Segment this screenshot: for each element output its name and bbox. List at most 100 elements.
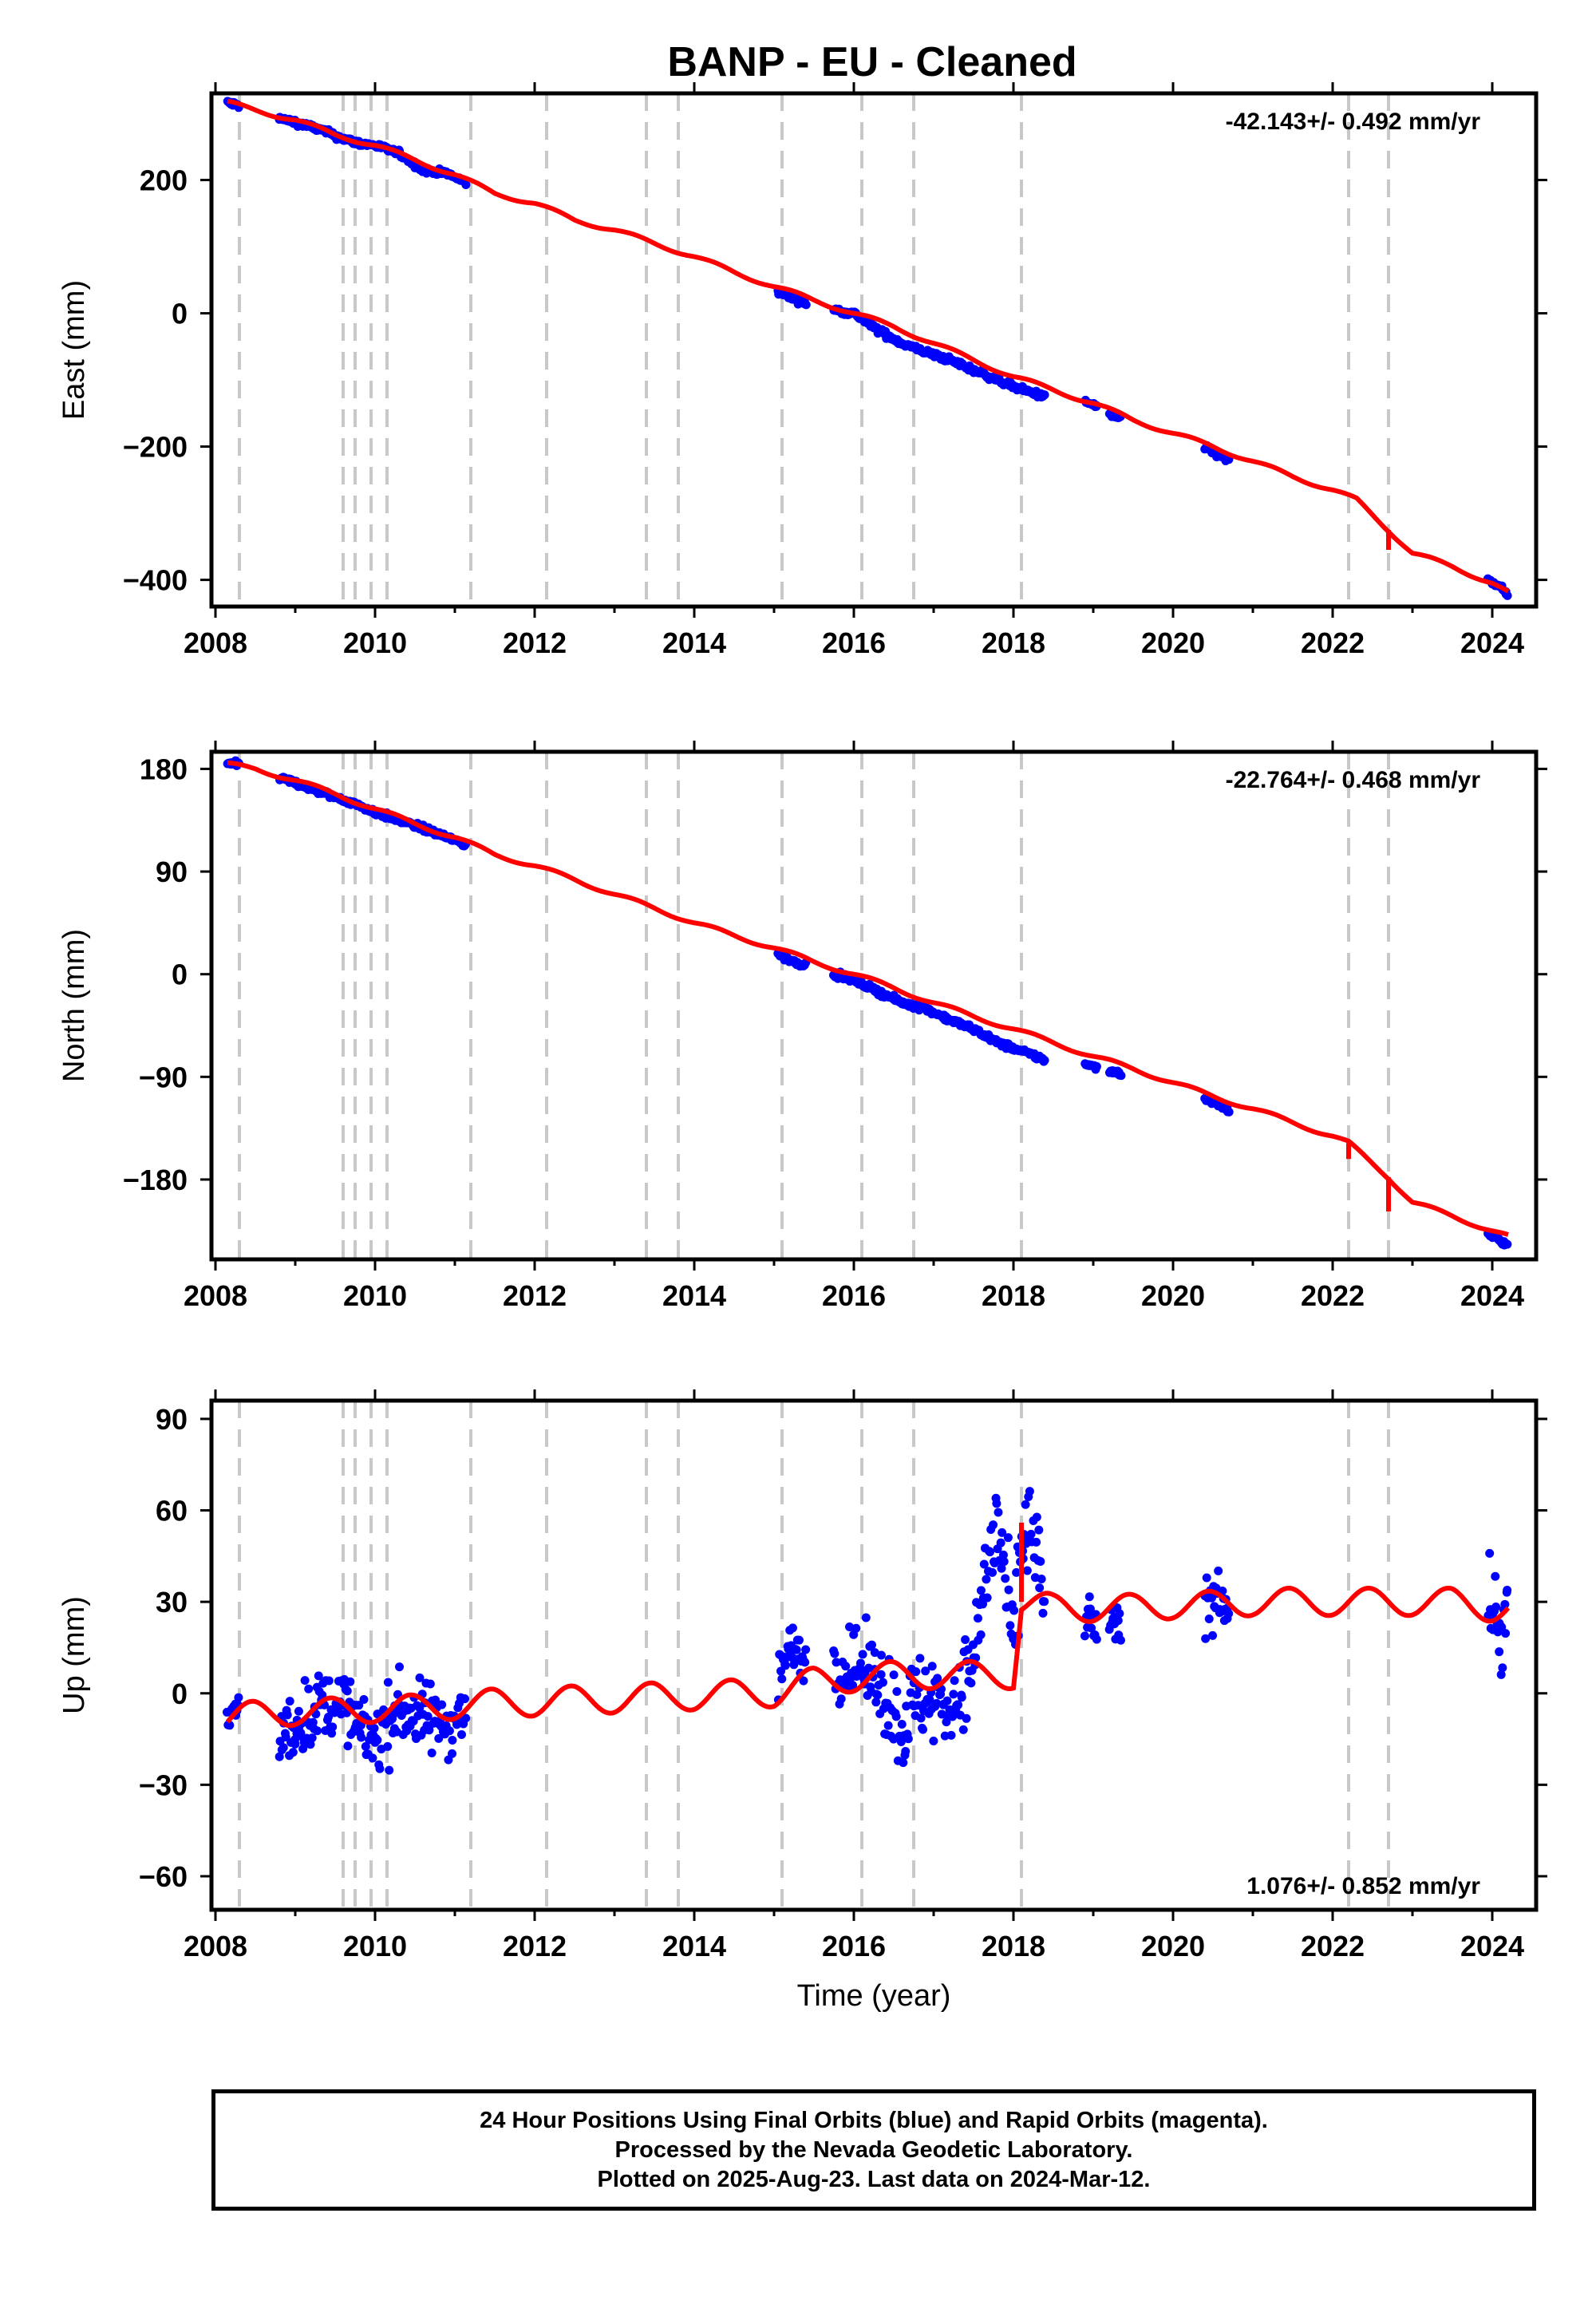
data-point — [1005, 1621, 1015, 1630]
x-tick-label: 2012 — [503, 626, 567, 659]
panel-2: 2008 2010 2012 2014 2016 2018 2020 2022 2024 −180… — [57, 741, 1547, 1312]
data-point — [830, 1649, 839, 1658]
data-point — [921, 1666, 930, 1676]
data-point — [1036, 1556, 1045, 1566]
data-point — [1485, 1548, 1495, 1558]
data-point — [383, 1741, 393, 1751]
data-point — [375, 1764, 385, 1773]
data-point — [415, 1673, 425, 1682]
data-point — [359, 1695, 369, 1705]
data-point — [342, 1686, 352, 1696]
x-tick-label: 2016 — [822, 1279, 886, 1312]
data-point — [1087, 1623, 1096, 1633]
data-point — [988, 1567, 998, 1577]
y-tick-label: −180 — [123, 1164, 188, 1196]
data-point — [801, 300, 811, 310]
data-point — [883, 1721, 893, 1730]
data-point — [876, 1670, 886, 1679]
x-axis-label: Time (year) — [797, 1979, 951, 2013]
data-point — [368, 1753, 377, 1763]
velocity-rate-label: 1.076+/- 0.852 mm/yr — [1246, 1873, 1480, 1899]
data-point — [892, 1686, 902, 1696]
data-point — [932, 1698, 942, 1708]
y-tick-label: −400 — [123, 564, 188, 597]
data-point — [313, 1726, 322, 1736]
data-point — [950, 1676, 959, 1686]
x-tick-label: 2010 — [343, 1930, 407, 1962]
y-tick-label: 200 — [140, 164, 188, 197]
data-point — [973, 1614, 982, 1623]
data-point — [901, 1746, 911, 1756]
y-tick-label: 0 — [172, 298, 188, 330]
x-tick-label: 2010 — [343, 1279, 407, 1312]
data-point — [1003, 1533, 1013, 1543]
data-point — [957, 1693, 966, 1702]
data-point — [1034, 1525, 1044, 1535]
y-tick-label: 90 — [156, 1403, 188, 1436]
data-point — [992, 1499, 1001, 1508]
data-point — [1491, 1571, 1500, 1581]
data-point — [1497, 1622, 1507, 1632]
data-point — [304, 1684, 314, 1694]
data-point — [281, 1733, 290, 1742]
data-point — [841, 1662, 851, 1671]
data-point — [1026, 1529, 1036, 1539]
data-point — [989, 1520, 998, 1530]
model-line — [225, 1586, 1511, 1729]
y-tick-label: −30 — [139, 1769, 188, 1801]
data-point — [361, 1741, 370, 1751]
x-tick-label: 2022 — [1301, 1279, 1365, 1312]
data-point — [1116, 1635, 1125, 1645]
data-point — [1084, 1592, 1094, 1602]
data-point — [1204, 1614, 1214, 1623]
data-point — [275, 1752, 284, 1761]
data-point — [294, 1706, 303, 1716]
x-tick-label: 2014 — [662, 1279, 726, 1312]
y-tick-label: 0 — [172, 1678, 188, 1710]
data-point — [423, 1712, 433, 1721]
data-point — [861, 1613, 871, 1622]
model-line — [227, 760, 1509, 1237]
data-point — [425, 1679, 435, 1689]
data-point — [357, 1733, 366, 1742]
data-point — [1498, 1663, 1507, 1673]
x-tick-label: 2022 — [1301, 1930, 1365, 1962]
data-point — [288, 1748, 298, 1757]
data-point — [915, 1654, 925, 1663]
data-point — [794, 1635, 804, 1645]
velocity-rate-label: -22.764+/- 0.468 mm/yr — [1226, 767, 1481, 793]
data-point — [346, 1677, 355, 1686]
data-point — [354, 1701, 364, 1710]
data-point — [448, 1749, 457, 1758]
data-point — [966, 1678, 976, 1688]
data-point — [1009, 1606, 1019, 1615]
data-point — [1092, 1634, 1101, 1644]
data-point — [279, 1743, 288, 1753]
data-point — [979, 1559, 989, 1569]
data-point — [899, 1758, 908, 1768]
data-point — [855, 1658, 865, 1668]
data-point — [946, 1730, 956, 1740]
panel-frame — [209, 1398, 1539, 1912]
data-point — [848, 1681, 858, 1690]
data-point — [1032, 1512, 1041, 1522]
data-point — [1501, 1629, 1511, 1638]
data-point — [1040, 390, 1049, 400]
data-point — [949, 1690, 958, 1699]
data-point — [911, 1667, 921, 1677]
panel-1: 2008 2010 2012 2014 2016 2018 2020 2022 2024 −400… — [57, 82, 1547, 659]
data-point — [1085, 1604, 1095, 1614]
y-tick-label: 90 — [156, 856, 188, 888]
y-tick-label: −200 — [123, 431, 188, 464]
data-point — [448, 1735, 457, 1745]
data-point — [918, 1725, 928, 1734]
data-point — [373, 1735, 382, 1745]
data-point — [456, 1729, 466, 1739]
plot-area — [223, 752, 1512, 1259]
data-point — [878, 1678, 887, 1687]
footer-line-1: 24 Hour Positions Using Final Orbits (bl… — [480, 2107, 1268, 2133]
data-point — [1092, 1061, 1101, 1071]
data-point — [836, 1694, 846, 1704]
data-point — [871, 1697, 881, 1707]
data-point — [437, 1700, 447, 1709]
